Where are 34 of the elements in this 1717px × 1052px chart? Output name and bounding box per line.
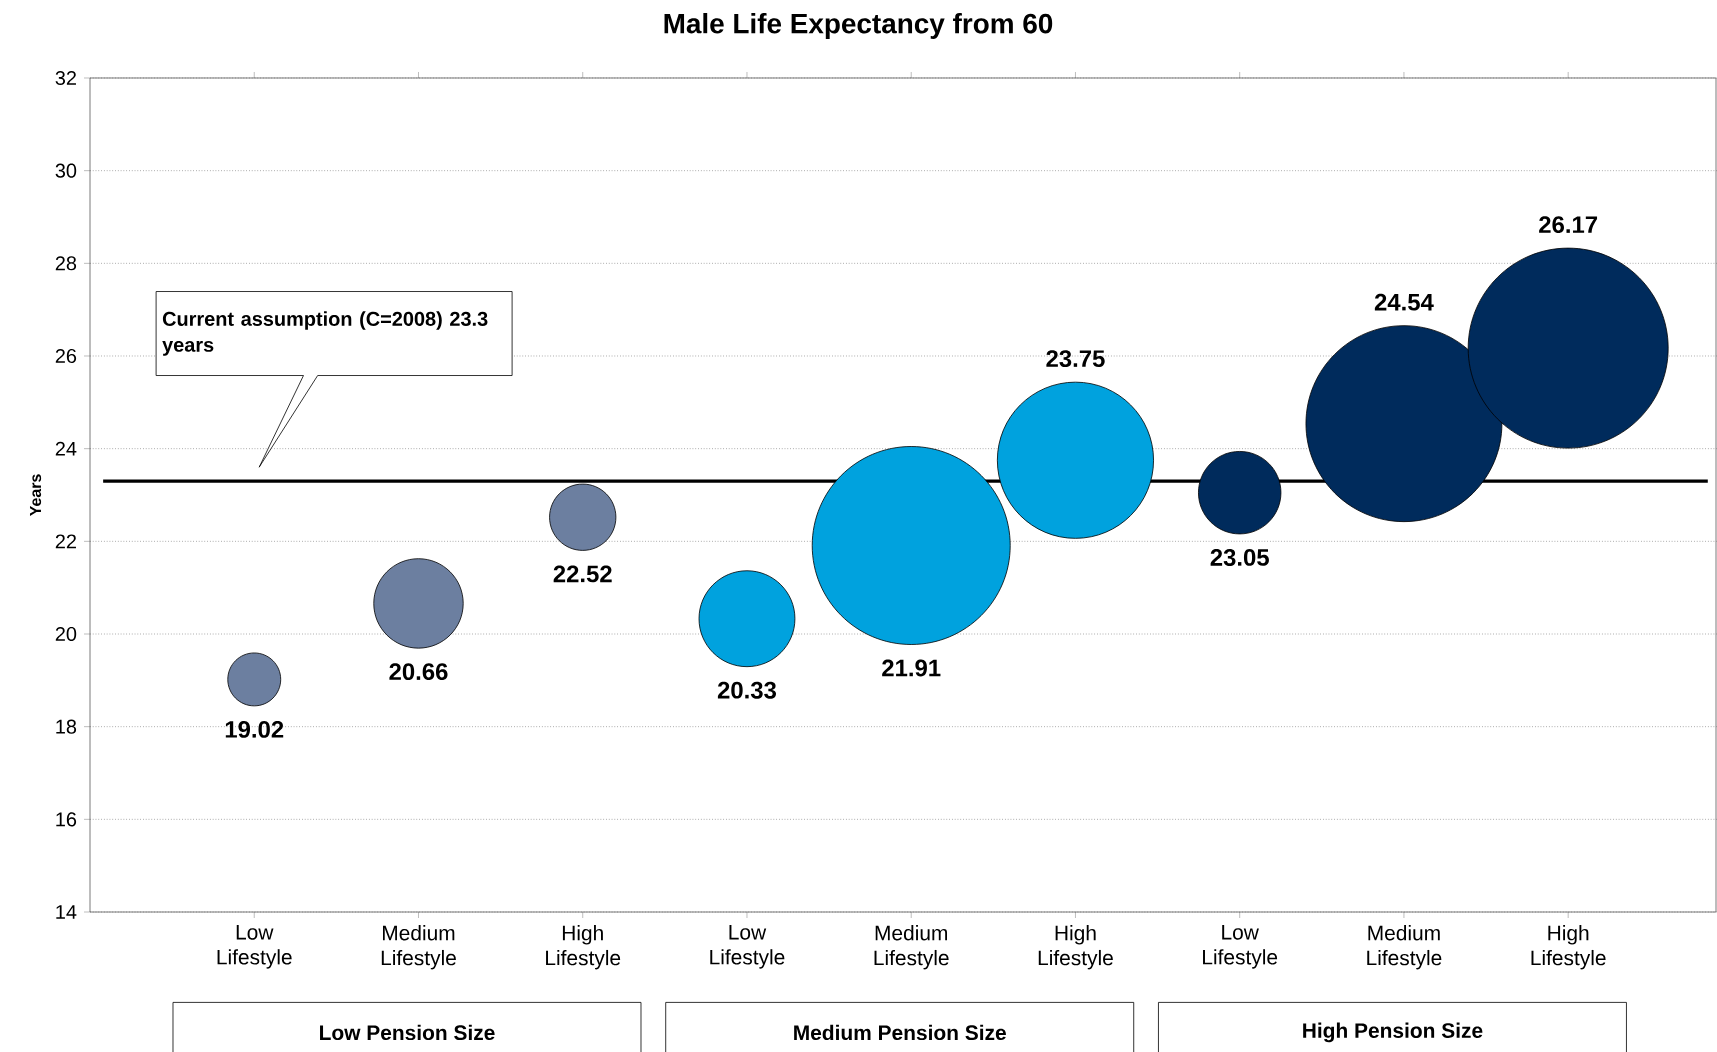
x-tick-label: Low Lifestyle: [710, 925, 785, 969]
chart-title: Male Life Expectancy from 60: [664, 12, 1053, 39]
ref-line-label: Current assumption (C=2008) 23.3 years: [162, 311, 488, 356]
text: Medium Pension Size: [794, 1024, 1006, 1041]
data-label: 22.52: [553, 565, 612, 583]
y-axis-title: Years: [29, 474, 42, 516]
data-label: 19.02: [225, 720, 284, 738]
y-tick-label: 32: [55, 70, 76, 86]
x-tick-label: High Lifestyle: [546, 925, 621, 970]
y-tick-label: 26: [55, 348, 77, 364]
data-label: 23.05: [1210, 548, 1269, 566]
x-tick-label: Medium Lifestyle: [874, 925, 949, 970]
x-tick-label: Medium Lifestyle: [1367, 925, 1442, 970]
y-tick-label: 28: [55, 256, 77, 271]
data-label: 21.91: [882, 659, 941, 677]
y-tick-label: 16: [56, 812, 77, 827]
data-label: 24.54: [1374, 293, 1434, 311]
y-tick-label: 20: [55, 626, 77, 642]
x-tick-label: Low Lifestyle: [217, 925, 292, 969]
x-tick-label: Medium Lifestyle: [381, 925, 456, 970]
data-label: 20.33: [717, 681, 777, 699]
x-tick-label: Low Lifestyle: [1203, 925, 1278, 969]
text: Low Pension Size: [320, 1024, 495, 1041]
y-tick-label: 24: [55, 441, 77, 456]
y-tick-label: 14: [56, 905, 77, 919]
x-tick-label: High Lifestyle: [1531, 925, 1606, 970]
text: High Pension Size: [1303, 1022, 1483, 1043]
data-label: 20.66: [389, 663, 448, 681]
data-label: 26.17: [1539, 216, 1598, 234]
x-tick-label: High Lifestyle: [1038, 925, 1113, 970]
y-tick-label: 30: [55, 163, 77, 178]
data-label: 23.75: [1046, 350, 1105, 368]
y-tick-label: 22: [55, 534, 76, 549]
y-tick-label: 18: [56, 719, 77, 734]
